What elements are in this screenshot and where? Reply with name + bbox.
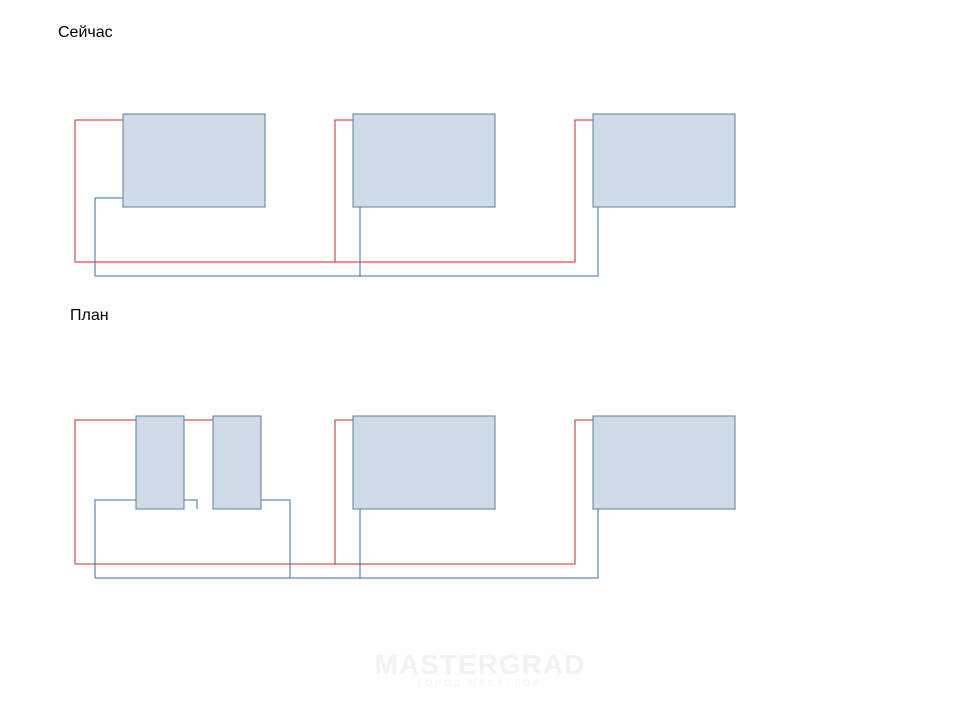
radiator-box xyxy=(593,416,735,509)
radiator-box xyxy=(353,114,495,207)
radiator-box xyxy=(213,416,261,509)
radiator-box xyxy=(123,114,265,207)
return-pipe xyxy=(95,500,136,578)
radiator-box xyxy=(353,416,495,509)
return-pipe xyxy=(95,207,360,276)
watermark-main: MASTERGRAD xyxy=(375,651,586,679)
label-now: Сейчас xyxy=(58,24,113,42)
diagram-plan xyxy=(75,416,735,578)
return-pipe xyxy=(360,207,598,276)
return-pipe xyxy=(360,509,598,578)
watermark-sub: ГОРОД МАСТЕРОВ xyxy=(375,679,586,688)
return-pipe xyxy=(95,198,123,276)
return-pipe xyxy=(261,500,290,578)
watermark: MASTERGRAD ГОРОД МАСТЕРОВ xyxy=(375,651,586,688)
return-pipe xyxy=(95,509,360,578)
diagram-now xyxy=(75,114,735,276)
label-plan: План xyxy=(70,307,109,325)
supply-pipe xyxy=(75,420,136,564)
supply-pipe xyxy=(75,120,123,262)
radiator-box xyxy=(136,416,184,509)
radiator-box xyxy=(593,114,735,207)
return-pipe xyxy=(184,500,197,509)
diagram-canvas xyxy=(0,0,960,720)
